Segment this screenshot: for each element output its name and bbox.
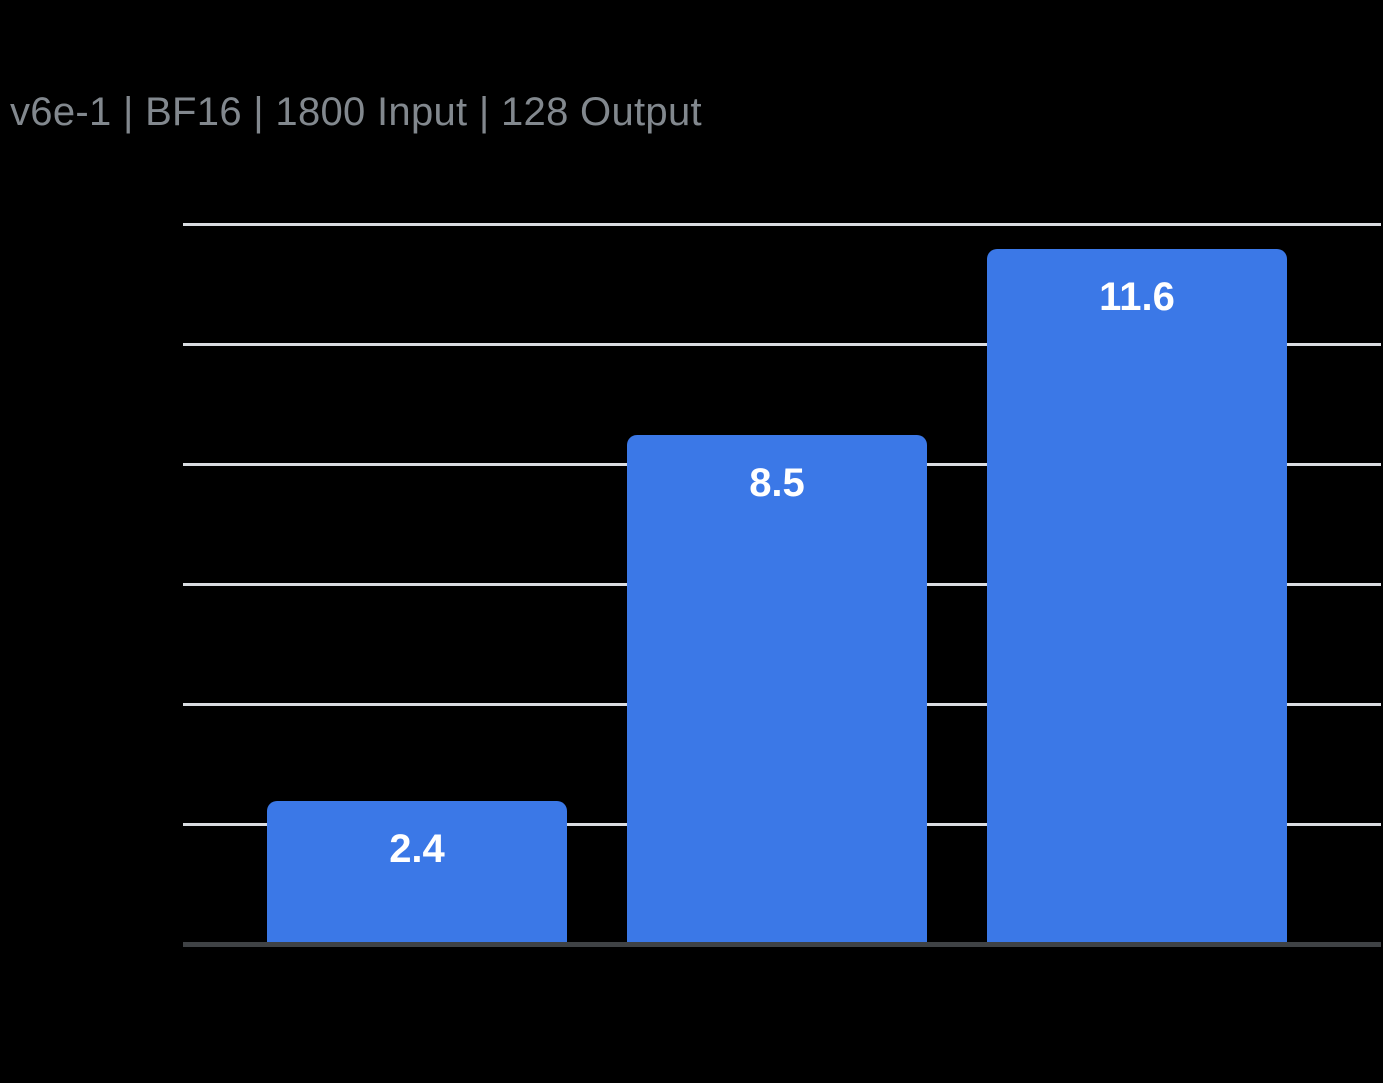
bar-1: 2.4 <box>267 801 567 945</box>
chart-title: v6e-1 | BF16 | 1800 Input | 128 Output <box>10 90 702 134</box>
gridline-y12 <box>183 223 1381 226</box>
x-axis-line <box>183 942 1381 947</box>
bar-3: 11.6 <box>987 249 1287 945</box>
gridline-y10 <box>183 343 1381 346</box>
bar-2-value-label: 8.5 <box>749 461 805 505</box>
bar-2: 8.5 <box>627 435 927 945</box>
bar-1-value-label: 2.4 <box>389 827 445 871</box>
bar-3-value-label: 11.6 <box>1099 275 1175 319</box>
plot-area: 2.4 8.5 11.6 <box>183 223 1381 947</box>
